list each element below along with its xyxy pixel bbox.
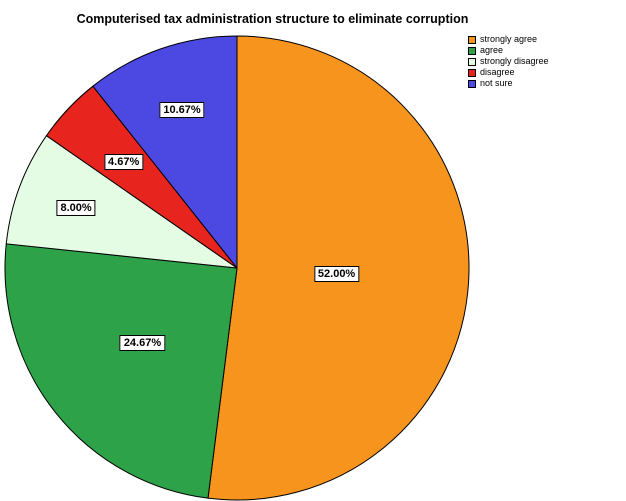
legend-item-strongly-disagree: strongly disagree — [468, 57, 549, 66]
pie-slice-strongly-disagree — [5, 134, 238, 269]
legend-label: strongly agree — [480, 34, 538, 44]
slice-label-strongly-disagree: 8.00% — [56, 200, 96, 217]
legend: strongly agree agree strongly disagree disa… — [468, 35, 549, 88]
legend-swatch-icon — [468, 57, 476, 66]
chart-title: Computerised tax administration structur… — [76, 12, 469, 26]
legend-swatch-icon — [468, 79, 476, 88]
pie-slice-agree — [4, 243, 238, 499]
legend-item-strongly-agree: strongly agree — [468, 35, 549, 44]
legend-label: agree — [480, 45, 504, 55]
legend-label: not sure — [480, 78, 513, 88]
slice-label-disagree: 4.67% — [104, 153, 144, 170]
slice-label-agree: 24.67% — [119, 334, 166, 351]
pie-slice-not-sure — [92, 35, 238, 270]
legend-item-disagree: disagree — [468, 68, 549, 77]
slice-label-strongly-agree: 52.00% — [313, 266, 360, 283]
legend-item-agree: agree — [468, 46, 549, 55]
legend-label: strongly disagree — [480, 56, 549, 66]
slice-label-not-sure: 10.67% — [159, 102, 205, 119]
legend-label: disagree — [480, 67, 515, 77]
legend-item-not-sure: not sure — [468, 79, 549, 88]
legend-swatch-icon — [468, 35, 476, 44]
legend-swatch-icon — [468, 46, 476, 55]
legend-swatch-icon — [468, 68, 476, 77]
